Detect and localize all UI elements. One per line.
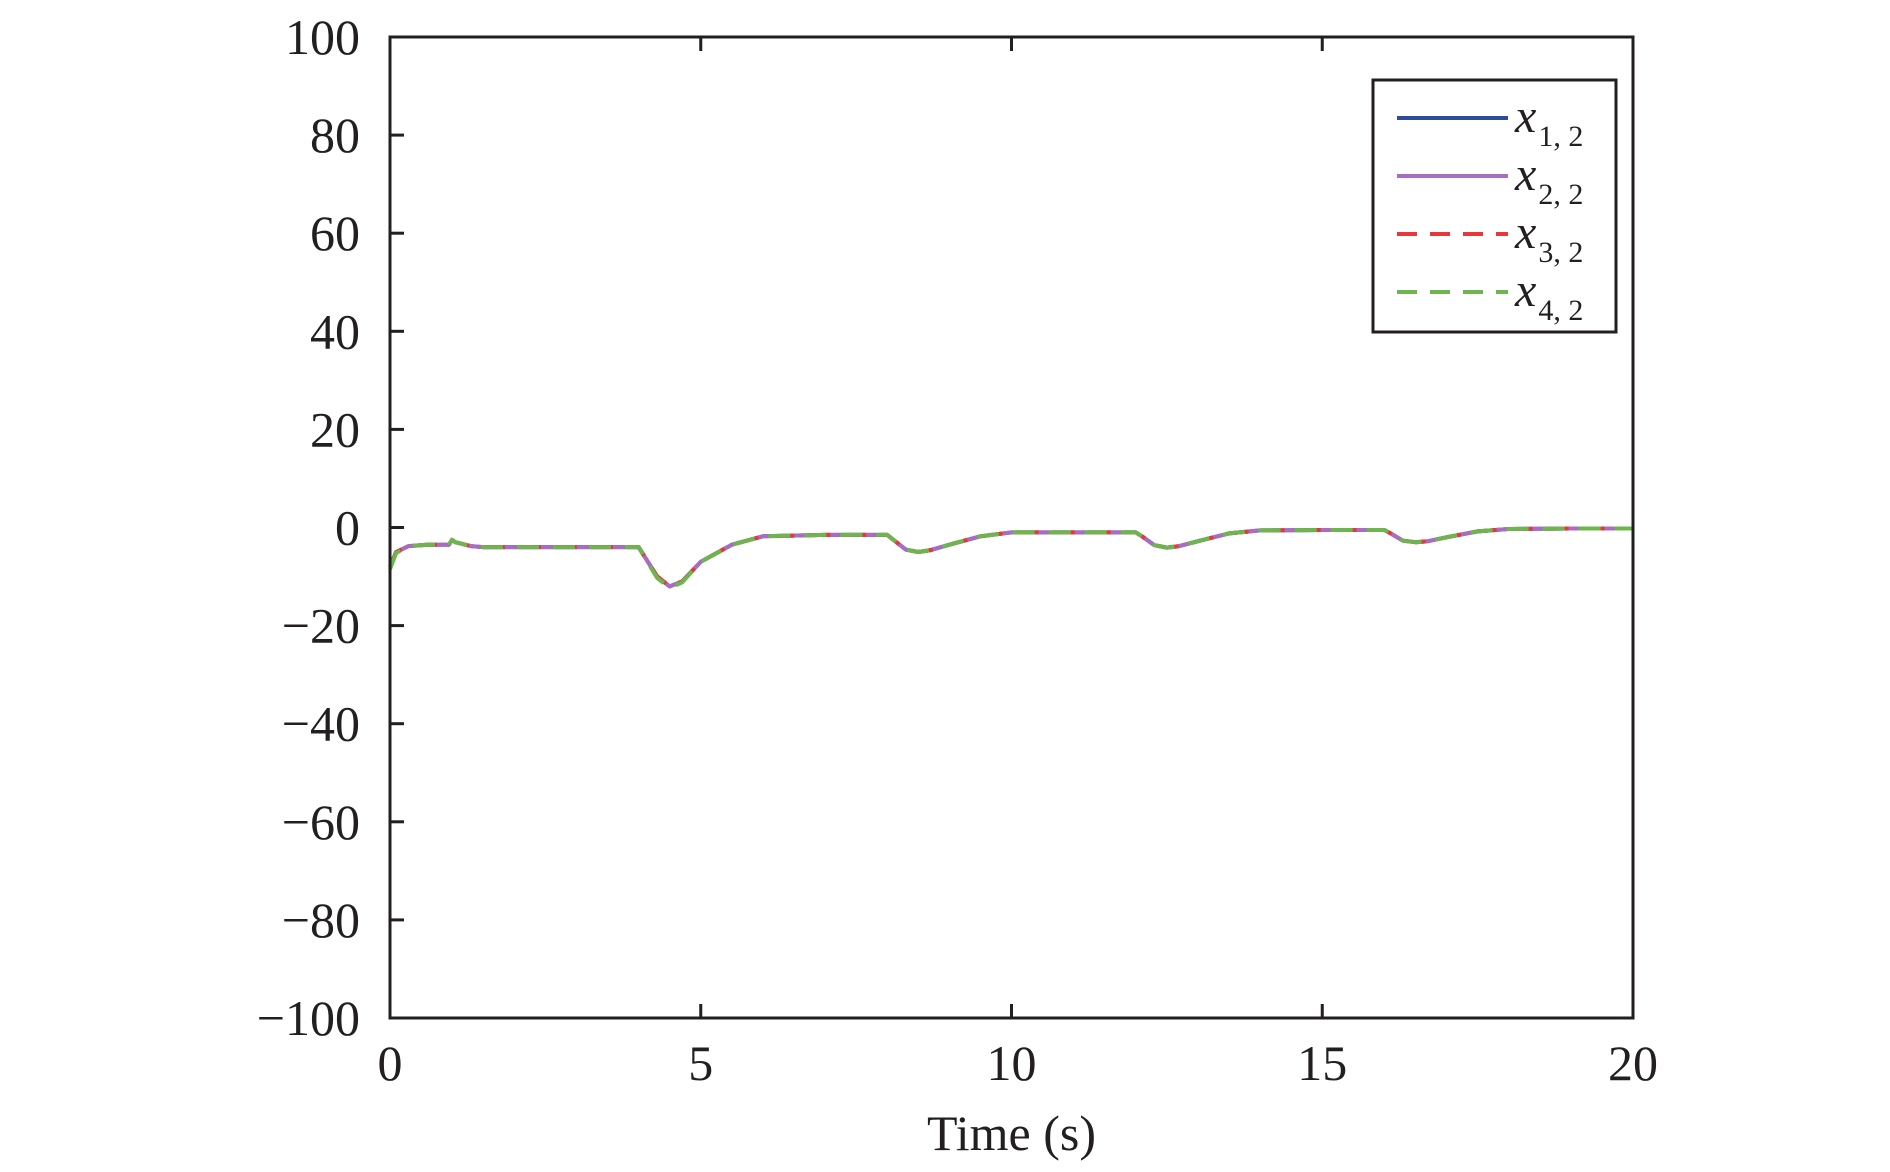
x-tick-label: 20 [1608,1035,1658,1091]
legend-item-1: x1, 2 [1397,90,1583,153]
legend-items: x1, 2x2, 2x3, 2x4, 2 [1397,90,1583,327]
y-tick-label: 0 [335,500,360,556]
y-tick-label: −80 [282,892,360,948]
legend-item-2: x2, 2 [1397,148,1583,211]
legend-label: x4, 2 [1514,264,1583,327]
y-tick-label: 20 [310,401,360,457]
legend-label-main: x [1514,206,1536,259]
legend-label: x2, 2 [1514,148,1583,211]
y-tick-label: −40 [282,696,360,752]
y-tick-label: −100 [257,990,360,1046]
series-layer [388,526,1633,590]
legend-label-subscript: 1, 2 [1538,120,1583,153]
tick-layer: 0 5 10 15 20 100 80 60 40 20 0 −20 −40 −60 −80 −100 [257,9,1658,1091]
y-tick-label: 100 [285,9,360,65]
series-line-4 [388,526,1633,590]
x-tick-label: 0 [378,1035,403,1091]
y-tick-label: −60 [282,794,360,850]
legend-label-subscript: 4, 2 [1538,294,1583,327]
y-tick-label: 40 [310,303,360,359]
x-axis-title: Time (s) [927,1105,1096,1161]
legend: x1, 2x2, 2x3, 2x4, 2 [1371,78,1618,334]
x-tick-label: 10 [987,1035,1037,1091]
legend-label: x3, 2 [1514,206,1583,269]
y-tick-label: 80 [310,107,360,163]
legend-item-3: x3, 2 [1397,206,1583,269]
y-tick-label: 60 [310,205,360,261]
x-tick-label: 15 [1297,1035,1347,1091]
legend-label-main: x [1514,264,1536,317]
x-tick-label: 5 [688,1035,713,1091]
y-tick-label: −20 [282,598,360,654]
plot-area: 0 5 10 15 20 100 80 60 40 20 0 −20 −40 −60 −80 −100 [257,9,1658,1091]
legend-label-main: x [1514,90,1536,143]
legend-label-main: x [1514,148,1536,201]
legend-label: x1, 2 [1514,90,1583,153]
legend-label-subscript: 2, 2 [1538,178,1583,211]
legend-item-4: x4, 2 [1397,264,1583,327]
legend-label-subscript: 3, 2 [1538,236,1583,269]
